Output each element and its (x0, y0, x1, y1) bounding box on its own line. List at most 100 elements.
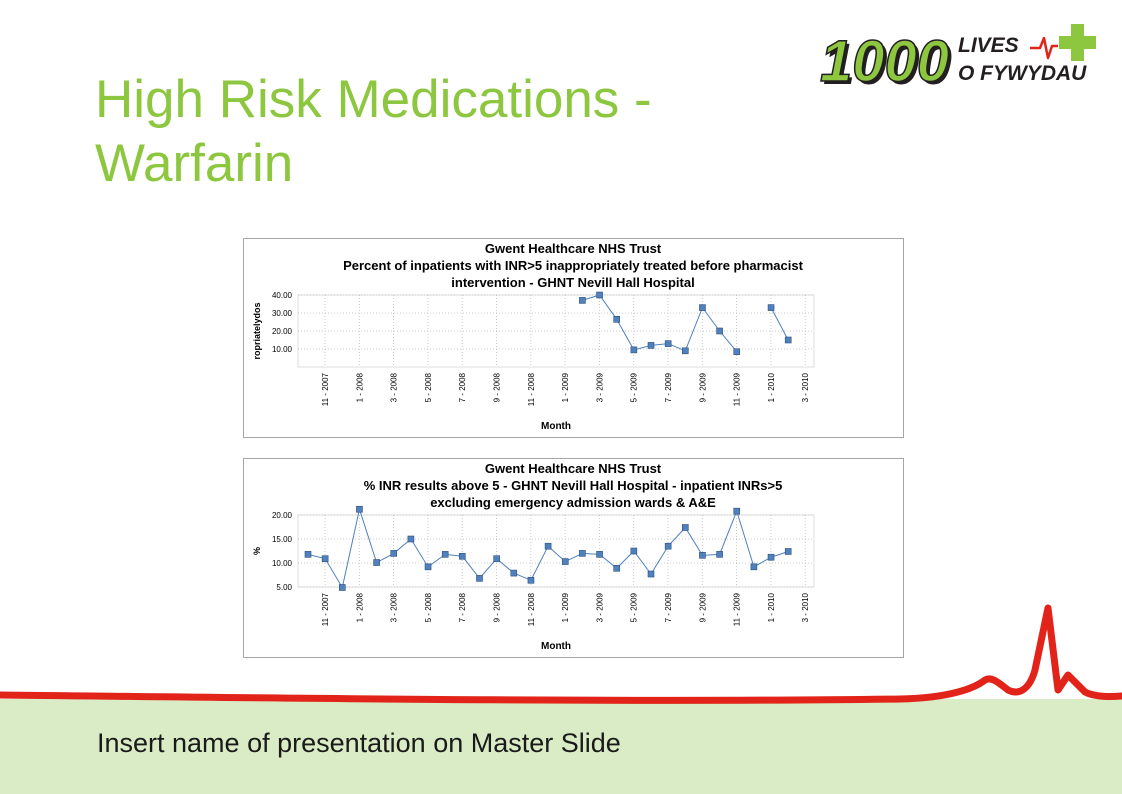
x-tick-label: 9 - 2008 (493, 592, 502, 622)
x-tick-label: 11 - 2008 (527, 372, 536, 406)
footer-band (0, 699, 1122, 794)
y-tick-label: 15.00 (272, 535, 293, 544)
data-point (527, 576, 535, 584)
chart-title-line: excluding emergency admission wards & A&… (430, 495, 716, 510)
chart-1-svg: Gwent Healthcare NHS Trust % INR results … (252, 461, 815, 652)
y-axis-label: ropriatelydos (252, 302, 262, 359)
x-tick-label: 5 - 2008 (424, 592, 433, 622)
x-tick-label: 5 - 2009 (630, 592, 639, 622)
data-point (476, 575, 483, 582)
chart-inr-results: Gwent Healthcare NHS Trust % INR results … (243, 458, 904, 658)
x-axis-label: Month (541, 641, 571, 652)
data-point (613, 564, 621, 572)
data-point (664, 542, 672, 550)
data-point (321, 555, 329, 562)
data-point (493, 555, 500, 562)
data-point (716, 551, 723, 558)
chart-title-line: intervention - GHNT Nevill Hall Hospital (451, 275, 694, 290)
svg-text:1000: 1000 (823, 32, 952, 96)
x-tick-label: 7 - 2009 (664, 592, 673, 622)
heartbeat-line (0, 604, 1122, 704)
data-point (579, 297, 586, 304)
chart-title-line: Gwent Healthcare NHS Trust (485, 241, 662, 256)
chart-title-line: % INR results above 5 - GHNT Nevill Hall… (364, 478, 783, 493)
slide-title: High Risk Medications - Warfarin (95, 70, 652, 193)
chart-title-line: Gwent Healthcare NHS Trust (485, 461, 662, 476)
logo-line2: O FYWYDAU (958, 62, 1087, 85)
x-tick-label: 9 - 2008 (493, 372, 502, 402)
data-point (784, 336, 792, 344)
x-tick-label: 5 - 2009 (630, 372, 639, 402)
x-tick-label: 7 - 2009 (664, 372, 673, 402)
data-point (664, 340, 672, 347)
data-point (716, 327, 723, 335)
x-tick-label: 9 - 2009 (698, 372, 707, 402)
data-point (373, 559, 380, 566)
data-point (304, 551, 312, 558)
chart-title-line: Percent of inpatients with INR>5 inappro… (343, 258, 803, 273)
data-point (767, 304, 775, 311)
data-point (699, 304, 706, 311)
data-point (630, 346, 638, 354)
data-point (733, 348, 741, 355)
1000-lives-logo: 1000 1000 LIVES O FYWYDAU (819, 24, 1096, 96)
y-tick-label: 30.00 (272, 309, 293, 318)
data-point (767, 553, 775, 561)
logo-line1: LIVES (958, 34, 1019, 57)
x-tick-label: 3 - 2010 (801, 592, 810, 622)
x-tick-label: 3 - 2008 (390, 592, 399, 622)
data-point (510, 569, 518, 577)
chart-0-svg: Gwent Healthcare NHS Trust Percent of inp… (252, 241, 815, 432)
x-tick-label: 3 - 2008 (390, 372, 399, 402)
series-line (770, 307, 789, 341)
svg-text:1000: 1000 (820, 29, 949, 94)
data-point (596, 291, 603, 299)
y-tick-label: 40.00 (272, 291, 293, 300)
x-tick-label: 3 - 2010 (801, 372, 810, 402)
data-point (424, 563, 432, 571)
data-point (733, 507, 741, 515)
plus-icon (1059, 24, 1096, 61)
data-point (681, 347, 689, 355)
x-tick-label: 1 - 2009 (561, 592, 570, 622)
data-point (647, 570, 655, 578)
chart-inappropriate-treatment: Gwent Healthcare NHS Trust Percent of inp… (243, 238, 904, 438)
data-point (407, 535, 415, 543)
data-point (561, 558, 569, 565)
x-tick-label: 3 - 2009 (595, 592, 604, 622)
y-axis-label: % (252, 547, 262, 555)
y-tick-label: 20.00 (272, 511, 293, 520)
x-tick-label: 1 - 2008 (355, 372, 364, 402)
x-tick-label: 9 - 2009 (698, 592, 707, 622)
data-point (544, 542, 552, 550)
x-tick-label: 1 - 2008 (355, 592, 364, 622)
x-tick-label: 1 - 2009 (561, 372, 570, 402)
data-point (784, 548, 792, 555)
x-tick-label: 1 - 2010 (767, 372, 776, 402)
logo-number: 1000 1000 (819, 28, 952, 96)
x-tick-label: 7 - 2008 (458, 592, 467, 622)
data-point (579, 550, 586, 557)
data-point (390, 550, 398, 557)
data-point (630, 547, 638, 555)
data-point (441, 551, 449, 558)
x-tick-label: 11 - 2007 (321, 592, 330, 626)
logo-pulse-icon (1030, 36, 1058, 60)
footer-text: Insert name of presentation on Master Sl… (97, 728, 621, 758)
y-tick-label: 5.00 (276, 583, 292, 592)
x-tick-label: 5 - 2008 (424, 372, 433, 402)
x-tick-label: 3 - 2009 (595, 372, 604, 402)
data-point (339, 584, 346, 591)
y-tick-label: 10.00 (272, 345, 293, 354)
data-point (681, 524, 689, 531)
y-tick-label: 20.00 (272, 327, 293, 336)
data-point (750, 563, 758, 571)
x-tick-label: 1 - 2010 (767, 592, 776, 622)
data-point (459, 552, 466, 560)
x-tick-label: 11 - 2009 (733, 592, 742, 626)
x-axis-label: Month (541, 421, 571, 432)
data-point (596, 551, 603, 558)
data-point (356, 505, 363, 513)
data-point (647, 342, 655, 349)
x-tick-label: 11 - 2008 (527, 592, 536, 626)
